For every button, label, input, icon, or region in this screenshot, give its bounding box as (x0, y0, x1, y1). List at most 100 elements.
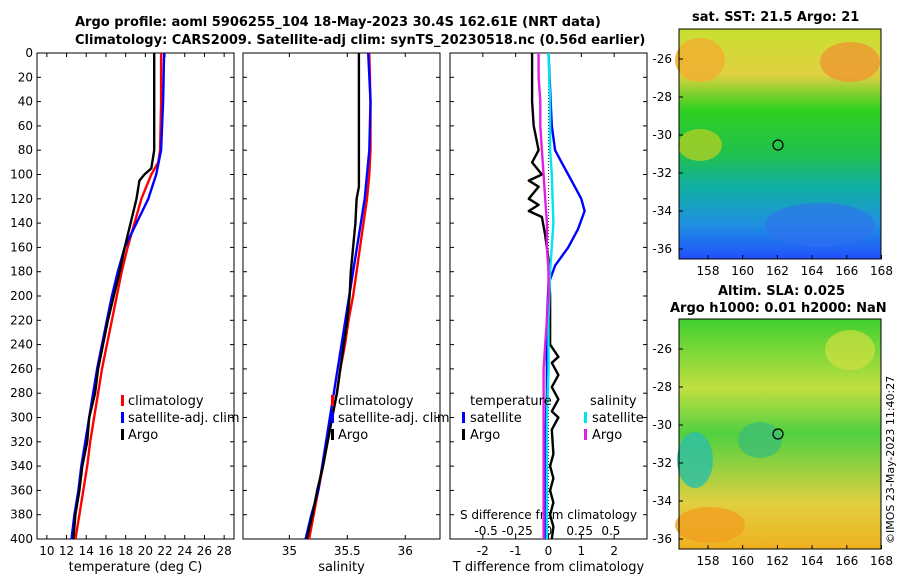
x-tick-label: 22 (157, 544, 172, 558)
sst-warm-patch (675, 38, 725, 82)
sla-map-title-2: Argo h1000: 0.01 h2000: NaN (670, 301, 887, 316)
s-difference-label: S difference from climatology (460, 508, 637, 522)
legend-label: Argo (470, 428, 500, 443)
s-tick-label: -0.5 (474, 524, 497, 538)
sst-lat-ticks: -26 -28 -30 -32 -34 -36 (652, 52, 683, 256)
sla-lon-ticks: 158 160 162 164 166 168 (697, 545, 893, 568)
lat-tick-label: -36 (652, 242, 672, 256)
lat-tick-label: -34 (652, 494, 672, 508)
x-tick-label: -1 (510, 544, 522, 558)
sla-teal-patch (738, 422, 782, 458)
legend-label: satellite (592, 411, 644, 426)
x-tick-label: 16 (98, 544, 113, 558)
lat-tick-label: -34 (652, 204, 672, 218)
legend-label: satellite-adj. clim (338, 411, 450, 426)
legend-label: climatology (338, 394, 414, 409)
sla-map: -26 -28 -30 -32 -34 -36 158 160 162 164 166 168 (652, 318, 893, 568)
difference-panel: -2 -1 0 1 2 T difference from climatology S di… (449, 52, 648, 575)
legend-swatch (462, 429, 465, 440)
series-line-t-argo (527, 53, 560, 540)
x-tick-label: 26 (197, 544, 212, 558)
legend-swatch (121, 395, 124, 406)
x-axis-label: temperature (deg C) (69, 560, 203, 575)
x-tick-label: 35.5 (334, 544, 361, 558)
s-tick-label: 0 (545, 524, 553, 538)
s-tick-label: 0.5 (601, 524, 620, 538)
series-line-s-argo (537, 53, 550, 539)
x-tick-label: 14 (79, 544, 94, 558)
x-tick-label: 24 (177, 544, 192, 558)
x-tick-label: 2 (610, 544, 618, 558)
legend-label: climatology (128, 394, 204, 409)
depth-tick-label: 20 (18, 70, 33, 84)
depth-tick-label: 140 (10, 216, 33, 230)
lon-tick-label: 162 (766, 554, 789, 568)
depth-tick-label: 0 (25, 46, 33, 60)
lon-tick-label: 164 (801, 264, 824, 278)
sla-teal-patch (677, 432, 713, 488)
lat-tick-label: -26 (652, 342, 672, 356)
lon-tick-label: 168 (870, 264, 893, 278)
legend-swatch (331, 412, 334, 423)
depth-tick-label: 400 (10, 532, 33, 546)
depth-tick-label: 360 (10, 483, 33, 497)
legend-title-temperature: temperature (470, 394, 552, 409)
lat-tick-label: -30 (652, 128, 672, 142)
header-line-2: Climatology: CARS2009. Satellite-adj cli… (75, 33, 646, 48)
x-tick-label: -2 (477, 544, 489, 558)
depth-tick-label: 260 (10, 362, 33, 376)
x-tick-label: 35 (282, 544, 297, 558)
sst-map-frame (678, 28, 882, 260)
legend-label: Argo (128, 428, 158, 443)
series-line-argo (72, 53, 156, 540)
argo-location-marker (772, 139, 784, 151)
sst-warm-patch (820, 42, 880, 82)
depth-tick-label: 60 (18, 119, 33, 133)
lat-tick-label: -36 (652, 532, 672, 546)
lat-tick-label: -26 (652, 52, 672, 66)
lon-tick-label: 166 (835, 554, 858, 568)
lon-tick-label: 164 (801, 554, 824, 568)
x-tick-label: 36 (398, 544, 413, 558)
lon-tick-label: 160 (731, 264, 754, 278)
salinity-panel: 35 35.5 36 salinity climatology satellite-adj… (242, 52, 450, 575)
x-axis-label: T difference from climatology (452, 560, 645, 575)
sla-yellow-patch (825, 330, 875, 370)
legend-label: Argo (592, 428, 622, 443)
depth-tick-label: 40 (18, 95, 33, 109)
lat-tick-label: -32 (652, 456, 672, 470)
lon-tick-label: 158 (697, 264, 720, 278)
plot-frame (242, 52, 441, 540)
plot-frame (36, 52, 235, 540)
lat-tick-label: -30 (652, 418, 672, 432)
sst-map: -26 -28 -30 -32 -34 -36 158 160 162 164 166 168 (652, 28, 893, 278)
depth-tick-label: 80 (18, 143, 33, 157)
depth-tick-label: 300 (10, 411, 33, 425)
x-tick-label: 18 (118, 544, 133, 558)
depth-tick-label: 340 (10, 459, 33, 473)
x-tick-label: 20 (138, 544, 153, 558)
depth-tick-label: 380 (10, 508, 33, 522)
legend-swatch (121, 412, 124, 423)
legend-swatch (331, 429, 334, 440)
legend-label: satellite-adj. clim (128, 411, 240, 426)
depth-tick-label: 280 (10, 386, 33, 400)
legend-title-salinity: salinity (590, 394, 637, 409)
legend-swatch (584, 429, 587, 440)
legend-swatch (331, 395, 334, 406)
lon-tick-label: 168 (870, 554, 893, 568)
s-tick-label: 0.25 (566, 524, 593, 538)
argo-location-marker (772, 428, 784, 440)
depth-tick-label: 180 (10, 265, 33, 279)
series-line-argo (305, 53, 361, 540)
depth-tick-label: 220 (10, 313, 33, 327)
header-line-1: Argo profile: aoml 5906255_104 18-May-20… (75, 15, 601, 30)
x-tick-label: 12 (59, 544, 74, 558)
sla-lat-ticks: -26 -28 -30 -32 -34 -36 (652, 342, 683, 546)
x-tick-label: 0 (545, 544, 553, 558)
sst-cool-patch (765, 203, 875, 247)
x-axis-label: salinity (318, 560, 365, 575)
legend-swatch (584, 412, 587, 423)
sst-map-title: sat. SST: 21.5 Argo: 21 (692, 10, 860, 25)
